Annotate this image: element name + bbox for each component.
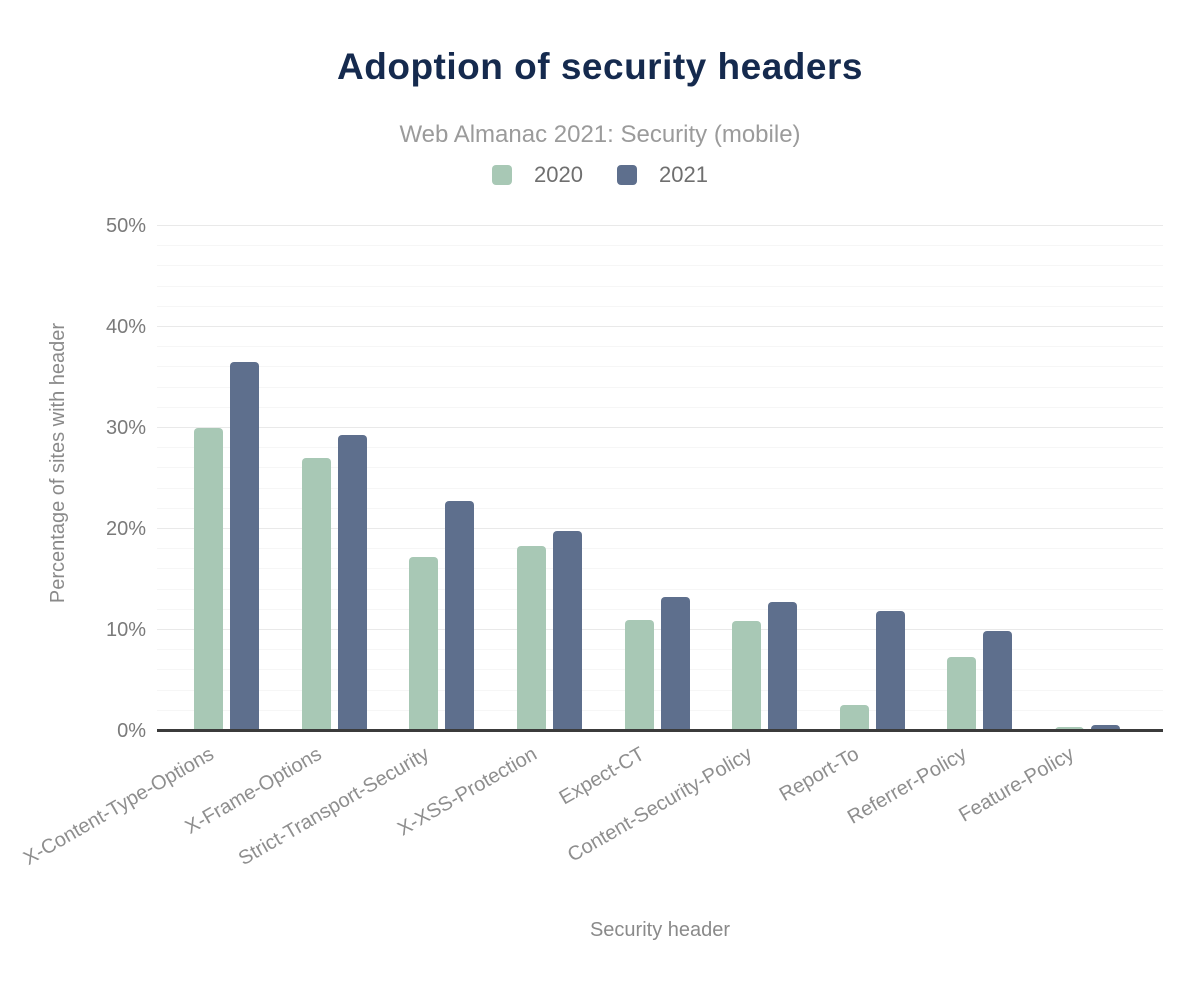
gridline: [157, 568, 1163, 570]
gridline: [157, 346, 1163, 348]
y-axis-tick-label: 10%: [105, 619, 146, 641]
gridline: [157, 629, 1163, 630]
gridline: [157, 608, 1163, 610]
y-axis-tick-label: 50%: [105, 215, 146, 237]
gridline: [157, 326, 1163, 327]
x-axis-line: [157, 729, 1163, 732]
y-axis-tick-label: 40%: [105, 316, 146, 338]
bar-2020-x-frame-options[interactable]: [301, 458, 331, 731]
bar-group: [388, 226, 496, 731]
gridline: [157, 427, 1163, 428]
y-axis-tick-label: 0%: [117, 720, 146, 742]
bar-2021-content-security-policy[interactable]: [768, 601, 798, 731]
bar-2020-x-content-type-options[interactable]: [194, 428, 224, 731]
bar-2020-strict-transport-security[interactable]: [409, 557, 439, 731]
bar-2020-x-xss-protection[interactable]: [516, 546, 546, 731]
gridline: [157, 548, 1163, 550]
bar-group: [281, 226, 389, 731]
bar-2021-x-content-type-options[interactable]: [230, 362, 260, 731]
gridline: [157, 689, 1163, 691]
x-tick-label: Report-To: [776, 743, 864, 806]
bar-group: [1034, 226, 1142, 731]
bar-2021-strict-transport-security[interactable]: [445, 500, 475, 731]
x-tick-label: Expect-CT: [555, 743, 648, 810]
bar-group: [926, 226, 1034, 731]
bar-2021-feature-policy[interactable]: [1090, 724, 1120, 731]
y-axis-tick-labels: 0% 10% 20% 30% 40% 50%: [0, 215, 146, 742]
legend-label-2021: 2021: [659, 162, 708, 187]
gridline: [157, 507, 1163, 509]
x-axis-tick-labels: X-Content-Type-Options X-Frame-Options Str…: [20, 743, 1163, 913]
bar-2020-expect-ct[interactable]: [624, 619, 654, 731]
bar-group: [496, 226, 604, 731]
gridline: [157, 285, 1163, 287]
legend-label-2020: 2020: [534, 162, 583, 187]
gridline: [157, 225, 1163, 226]
gridline: [157, 406, 1163, 408]
gridline: [157, 386, 1163, 388]
legend: 2020 2021: [0, 162, 1200, 188]
bar-2020-referrer-policy[interactable]: [947, 657, 977, 731]
gridline: [157, 588, 1163, 590]
x-tick-label: Feature-Policy: [955, 743, 1079, 827]
legend-swatch-2021-icon: [617, 165, 637, 185]
plot-area: [157, 225, 1163, 732]
gridline: [157, 649, 1163, 651]
gridline: [157, 366, 1163, 368]
gridline: [157, 528, 1163, 529]
gridline: [157, 447, 1163, 449]
bar-2021-report-to[interactable]: [875, 610, 905, 731]
chart-title: Adoption of security headers: [337, 46, 863, 87]
bar-group: [711, 226, 819, 731]
x-tick-label: Referrer-Policy: [844, 743, 971, 829]
bar-2021-referrer-policy[interactable]: [983, 631, 1013, 731]
legend-swatch-2020-icon: [492, 165, 513, 185]
bar-group: [603, 226, 711, 731]
bar-2020-report-to[interactable]: [839, 704, 869, 731]
gridline: [157, 265, 1163, 267]
bar-2020-content-security-policy[interactable]: [732, 620, 762, 731]
y-axis-tick-label: 30%: [105, 417, 146, 439]
x-tick-label: Strict-Transport-Security: [234, 743, 433, 871]
legend-item-2021[interactable]: 2021: [617, 162, 708, 188]
bar-2021-x-frame-options[interactable]: [337, 435, 367, 731]
bar-2021-expect-ct[interactable]: [660, 596, 690, 731]
gridline: [157, 245, 1163, 247]
gridline: [157, 305, 1163, 307]
bars-area: [173, 226, 1141, 731]
chart-subtitle: Web Almanac 2021: Security (mobile): [399, 121, 801, 148]
bar-2020-feature-policy[interactable]: [1054, 726, 1084, 731]
x-tick-label: X-Content-Type-Options: [20, 743, 218, 870]
gridline: [157, 487, 1163, 489]
bar-group: [173, 226, 281, 731]
bar-2021-x-xss-protection[interactable]: [552, 531, 582, 731]
bar-group: [818, 226, 926, 731]
legend-item-2020[interactable]: 2020: [492, 162, 583, 188]
y-axis-tick-label: 20%: [105, 518, 146, 540]
gridline: [157, 709, 1163, 711]
gridline: [157, 669, 1163, 671]
x-axis-title: Security header: [589, 919, 731, 941]
x-tick-label: Content-Security-Policy: [563, 743, 756, 867]
gridline: [157, 467, 1163, 469]
